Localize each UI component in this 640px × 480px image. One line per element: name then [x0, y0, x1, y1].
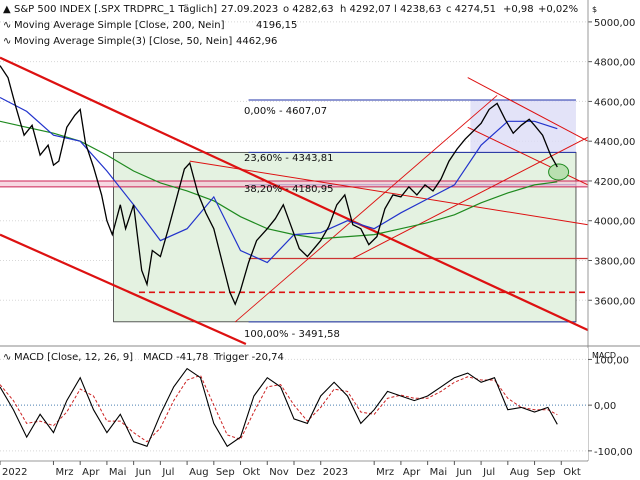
header-arrow-icon: ▲: [3, 4, 11, 15]
macd-header: ∿ MACD [Close, 12, 26, 9] MACD -41,78 Tr…: [3, 351, 616, 363]
fib-label-0: 0,00% - 4607,07: [244, 106, 327, 117]
x-tick-label-10: Dez: [296, 467, 315, 478]
macd-value: MACD -41,78: [143, 352, 208, 363]
x-tick-label-13: Apr: [403, 467, 421, 478]
x-tick-label-3: Mai: [109, 467, 127, 478]
channel-lower: [0, 233, 247, 346]
y-tick-label-4400: 4400,00: [594, 137, 635, 148]
header-close: c 4274,51: [446, 4, 496, 15]
y-tick-label-3600: 3600,00: [594, 296, 635, 307]
header-change: +0,98: [503, 4, 534, 15]
macd-y-tick-label-1: 0,00: [594, 401, 616, 412]
x-tick-label-18: Sep: [537, 467, 556, 478]
price-series: [0, 65, 558, 306]
macd-y-axis: 100,00 0,00 -100,00: [588, 355, 633, 458]
trigger-value: Trigger -20,74: [213, 352, 284, 363]
currency-label: $: [592, 5, 597, 14]
chart-title: S&P 500 INDEX [.SPX TRDPRC_1 Täglich]: [14, 4, 217, 15]
x-tick-label-0: 2022: [2, 467, 27, 478]
fib-label-382: 38,20% - 4180,95: [244, 184, 333, 195]
x-axis: 2022 Mrz Apr Mai Jun Jul Aug Sep Okt Nov Dez 2023 Mr…: [0, 461, 581, 478]
x-tick-label-9: Nov: [269, 467, 289, 478]
ma50-value: 4462,96: [236, 36, 277, 47]
x-tick-label-8: Okt: [243, 467, 261, 478]
x-tick-label-19: Okt: [563, 467, 581, 478]
macd-y-tick-label-0: 100,00: [594, 355, 629, 366]
wedge-upper: [467, 77, 589, 142]
x-tick-label-4: Jun: [135, 467, 152, 478]
header-change-pct: +0,02%: [538, 4, 578, 15]
x-tick-label-16: Jul: [482, 467, 495, 478]
x-tick-label-17: Aug: [510, 467, 530, 478]
ma200-label: Moving Average Simple [Close, 200, Nein]: [14, 20, 225, 31]
x-tick-label-15: Jun: [455, 467, 472, 478]
header-high: h 4292,07: [340, 4, 391, 15]
y-tick-label-5000: 5000,00: [594, 18, 635, 29]
fib-label-236: 23,60% - 4343,81: [244, 153, 333, 164]
ma200-icon: ∿: [3, 20, 11, 31]
y-tick-label-3800: 3800,00: [594, 256, 635, 267]
x-tick-label-6: Aug: [189, 467, 209, 478]
support-band: [0, 180, 588, 187]
macd-series: [0, 367, 558, 448]
y-tick-label-4600: 4600,00: [594, 97, 635, 108]
fib-diagonal: [234, 95, 498, 323]
x-tick-label-1: Mrz: [55, 467, 73, 478]
macd-label: MACD [Close, 12, 26, 9]: [14, 352, 133, 363]
x-tick-label-11: 2023: [323, 467, 348, 478]
price-y-axis: 3600,00 3800,00 4000,00 4200,00 4400,00 4600,…: [587, 0, 635, 461]
x-tick-label-14: Mai: [430, 467, 448, 478]
ma200-line: [0, 120, 558, 240]
fibonacci-labels: 0,00% - 4607,07 23,60% - 4343,81 38,20% …: [244, 106, 340, 340]
x-tick-label-7: Sep: [216, 467, 235, 478]
macd-axis-title: MACD: [592, 351, 616, 360]
y-tick-label-4000: 4000,00: [594, 217, 635, 228]
trend-channels: [0, 56, 589, 346]
ma200-value: 4196,15: [256, 20, 297, 31]
channel-upper: [0, 56, 589, 332]
y-tick-label-4800: 4800,00: [594, 58, 635, 69]
macd-line: [0, 367, 558, 448]
macd-panel[interactable]: [0, 348, 588, 460]
channel-middle: [189, 160, 589, 226]
y-tick-label-4200: 4200,00: [594, 177, 635, 188]
fib-label-100: 100,00% - 3491,58: [244, 329, 340, 340]
ma50-label: Moving Average Simple(3) [Close, 50, Nei…: [14, 36, 232, 47]
x-tick-label-5: Jul: [161, 467, 174, 478]
price-line: [0, 65, 558, 306]
fib-upper-area: [470, 100, 576, 153]
x-tick-label-12: Mrz: [376, 467, 394, 478]
ma50-icon: ∿: [3, 36, 11, 47]
macd-icon: ∿: [3, 352, 11, 363]
trigger-line: [0, 374, 558, 443]
uptrend-line: [352, 136, 589, 259]
header-low: l 4238,63: [394, 4, 441, 15]
chart-header: ▲ S&P 500 INDEX [.SPX TRDPRC_1 Täglich] …: [3, 4, 597, 47]
header-open: o 4282,63: [283, 4, 334, 15]
macd-y-tick-label-2: -100,00: [594, 447, 633, 458]
ma50-line: [0, 96, 558, 264]
header-date: 27.09.2023: [221, 4, 278, 15]
x-tick-label-2: Apr: [82, 467, 100, 478]
highlight-circle: [548, 163, 570, 181]
